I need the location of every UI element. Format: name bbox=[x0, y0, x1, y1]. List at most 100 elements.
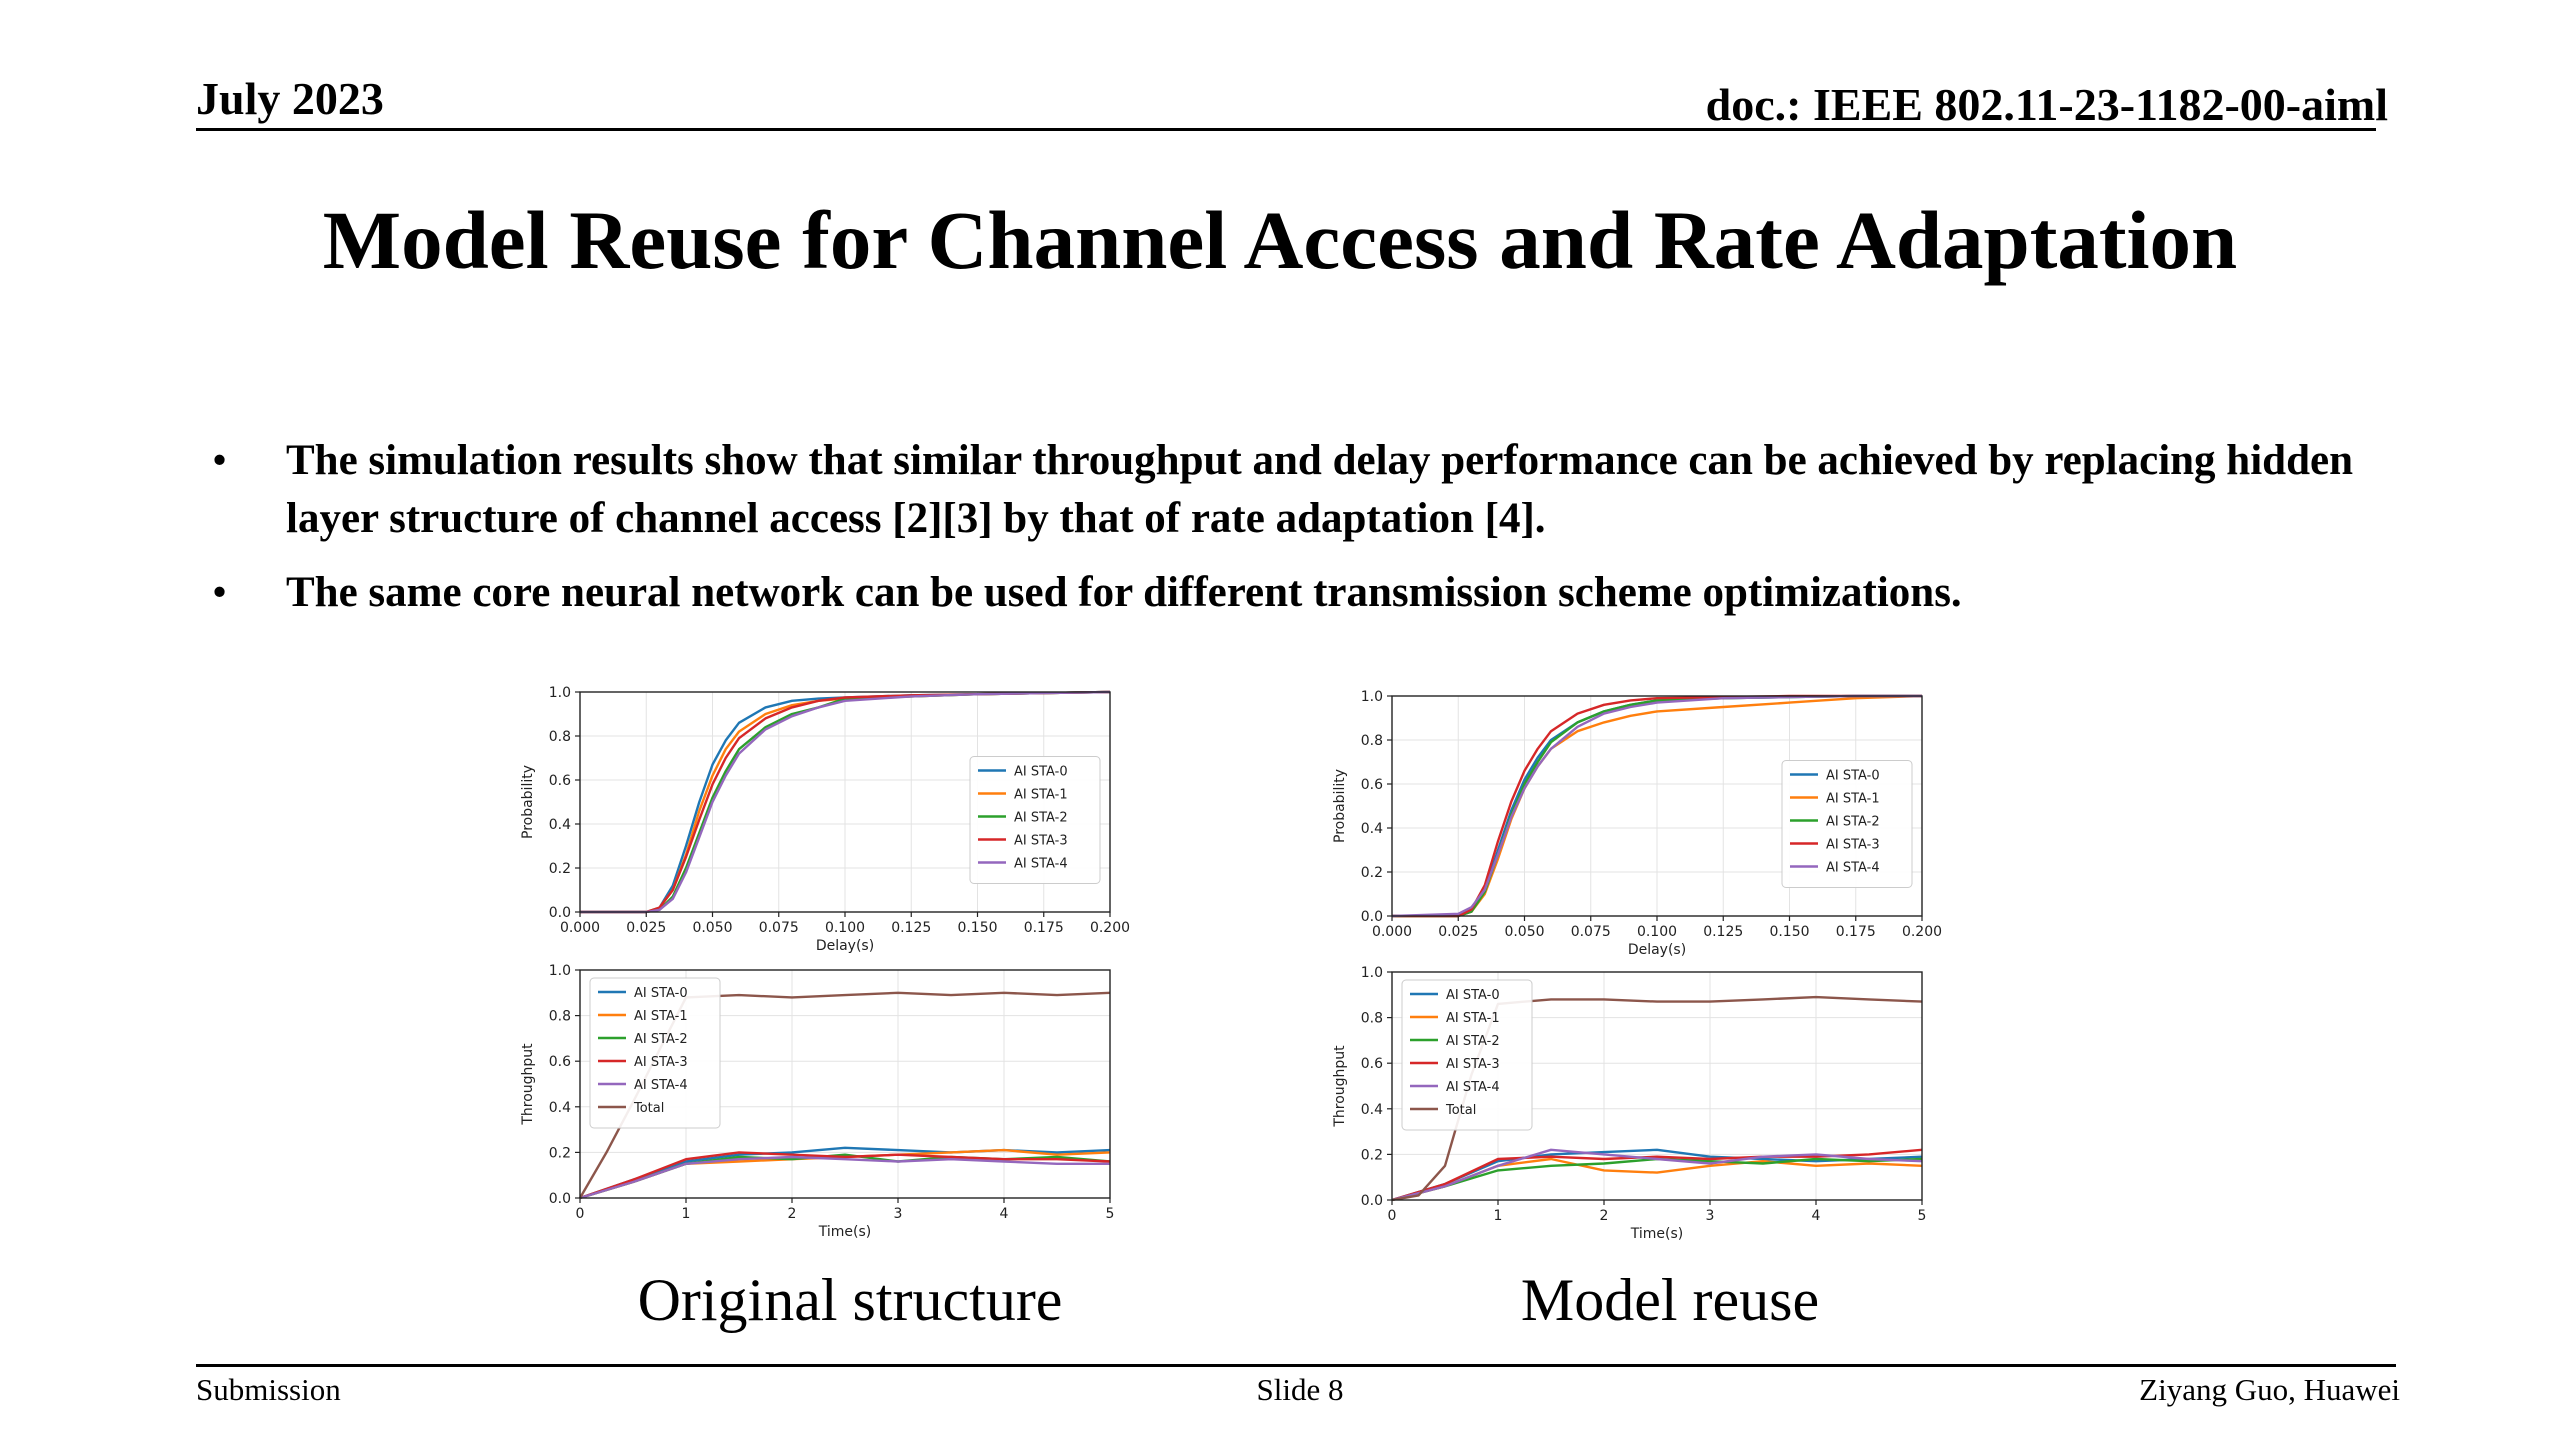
x-tick-label: 0 bbox=[576, 1206, 585, 1222]
x-tick-label: 0.150 bbox=[957, 920, 997, 936]
x-tick-label: 4 bbox=[1000, 1206, 1009, 1222]
series-line-ai-sta-4 bbox=[579, 1155, 1110, 1200]
series-line-ai-sta-4 bbox=[580, 690, 1111, 914]
slide-title: Model Reuse for Channel Access and Rate … bbox=[322, 194, 2238, 286]
y-tick-label: 0.0 bbox=[1361, 1193, 1383, 1209]
y-tick-label: 0.4 bbox=[549, 817, 571, 833]
legend-label-ai-sta-0: AI STA-0 bbox=[634, 986, 688, 1001]
legend-label-ai-sta-1: AI STA-1 bbox=[1826, 792, 1880, 807]
x-tick-label: 0.050 bbox=[1504, 924, 1544, 940]
x-tick-label: 0.000 bbox=[1372, 924, 1412, 940]
x-tick-label: 0.075 bbox=[1571, 924, 1611, 940]
bullet-item: • The simulation results show that simil… bbox=[212, 432, 2372, 548]
legend-label-ai-sta-2: AI STA-2 bbox=[1826, 815, 1880, 830]
y-tick-label: 0.8 bbox=[1361, 733, 1383, 749]
x-tick-label: 5 bbox=[1106, 1206, 1115, 1222]
legend-label-ai-sta-1: AI STA-1 bbox=[634, 1009, 688, 1024]
x-axis-label: Delay(s) bbox=[816, 938, 874, 954]
legend-label-ai-sta-2: AI STA-2 bbox=[1446, 1034, 1500, 1049]
footer-slide-number: Slide 8 bbox=[1256, 1372, 1344, 1407]
x-tick-label: 2 bbox=[1600, 1208, 1609, 1224]
x-tick-label: 0.050 bbox=[692, 920, 732, 936]
x-tick-label: 0.125 bbox=[1703, 924, 1743, 940]
legend-label-ai-sta-0: AI STA-0 bbox=[1446, 988, 1500, 1003]
legend-label-ai-sta-3: AI STA-3 bbox=[1446, 1057, 1500, 1072]
legend-label-ai-sta-3: AI STA-3 bbox=[1014, 834, 1068, 849]
x-axis-label: Delay(s) bbox=[1628, 942, 1686, 958]
y-tick-label: 0.0 bbox=[549, 1191, 571, 1207]
y-tick-label: 0.0 bbox=[549, 905, 571, 921]
y-tick-label: 0.8 bbox=[549, 729, 571, 745]
header-rule bbox=[196, 128, 2376, 131]
cdf-chart-reuse: 0.000 0.025 0.050 0.075 0.100 0.125 0.150 0.175… bbox=[1332, 689, 1942, 958]
x-tick-label: 3 bbox=[1706, 1208, 1715, 1224]
caption-original-structure: Original structure bbox=[637, 1267, 1063, 1333]
x-tick-label: 0.200 bbox=[1090, 920, 1130, 936]
legend-label-ai-sta-3: AI STA-3 bbox=[634, 1055, 688, 1070]
x-tick-label: 0.200 bbox=[1902, 924, 1942, 940]
x-tick-label: 0.075 bbox=[759, 920, 799, 936]
header-doc-id: doc.: IEEE 802.11-23-1182-00-aiml bbox=[1705, 79, 2388, 130]
plot-frame bbox=[1391, 971, 1923, 1201]
y-tick-label: 0.6 bbox=[1361, 1056, 1383, 1072]
legend-label-ai-sta-1: AI STA-1 bbox=[1446, 1011, 1500, 1026]
y-tick-label: 0.4 bbox=[549, 1100, 571, 1116]
header-date: July 2023 bbox=[196, 73, 384, 124]
legend-label-ai-sta-4: AI STA-4 bbox=[634, 1078, 688, 1093]
x-tick-label: 3 bbox=[894, 1206, 903, 1222]
bullet-marker: • bbox=[212, 569, 228, 616]
throughput-chart-original: 0 1 2 3 4 5 0.0 0.2 0.4 0.6 0.8 1.0 Time(s) Throughpu… bbox=[520, 963, 1115, 1240]
x-tick-label: 0.175 bbox=[1836, 924, 1876, 940]
footer-rule bbox=[196, 1364, 2396, 1367]
x-tick-label: 0.025 bbox=[1438, 924, 1478, 940]
y-tick-label: 0.6 bbox=[549, 773, 571, 789]
legend-label-ai-sta-1: AI STA-1 bbox=[1014, 788, 1068, 803]
y-axis-label: Probability bbox=[520, 765, 536, 839]
series-line-ai-sta-4 bbox=[1391, 1148, 1923, 1202]
y-axis-label: Throughput bbox=[1332, 1045, 1348, 1128]
y-tick-label: 0.2 bbox=[1361, 1147, 1383, 1163]
y-tick-label: 0.6 bbox=[549, 1054, 571, 1070]
legend-label-ai-sta-2: AI STA-2 bbox=[634, 1032, 688, 1047]
y-tick-label: 0.8 bbox=[549, 1009, 571, 1025]
legend-box bbox=[1781, 760, 1913, 888]
series-line-ai-sta-3 bbox=[579, 1151, 1111, 1200]
x-tick-label: 0 bbox=[1388, 1208, 1397, 1224]
y-tick-label: 0.4 bbox=[1361, 1102, 1383, 1118]
legend-label-ai-sta-4: AI STA-4 bbox=[1826, 861, 1880, 876]
y-axis-label: Throughput bbox=[520, 1043, 536, 1126]
bullet-item: • The same core neural network can be us… bbox=[212, 564, 2372, 622]
y-tick-label: 0.8 bbox=[1361, 1011, 1383, 1027]
x-axis-label: Time(s) bbox=[1630, 1226, 1683, 1242]
x-tick-label: 0.150 bbox=[1769, 924, 1809, 940]
y-tick-label: 1.0 bbox=[549, 685, 571, 701]
x-tick-label: 0.100 bbox=[825, 920, 865, 936]
y-tick-label: 0.6 bbox=[1361, 777, 1383, 793]
y-tick-label: 0.2 bbox=[1361, 865, 1383, 881]
x-tick-label: 0.125 bbox=[891, 920, 931, 936]
bullet-marker: • bbox=[212, 437, 228, 484]
series-line-ai-sta-4 bbox=[1391, 694, 1922, 918]
x-tick-label: 1 bbox=[1494, 1208, 1503, 1224]
y-tick-label: 1.0 bbox=[1361, 965, 1383, 981]
x-tick-label: 5 bbox=[1918, 1208, 1927, 1224]
x-tick-label: 2 bbox=[788, 1206, 797, 1222]
y-tick-label: 0.2 bbox=[549, 861, 571, 877]
y-tick-label: 0.2 bbox=[549, 1145, 571, 1161]
x-tick-label: 1 bbox=[682, 1206, 691, 1222]
throughput-chart-reuse: 0 1 2 3 4 5 0.0 0.2 0.4 0.6 0.8 1.0 Time(s) Throughpu… bbox=[1332, 965, 1927, 1242]
x-tick-label: 0.175 bbox=[1024, 920, 1064, 936]
cdf-chart-original: 0.000 0.025 0.050 0.075 0.100 0.125 0.150 0.175… bbox=[520, 685, 1130, 954]
footer-submission: Submission bbox=[196, 1372, 341, 1407]
footer-author: Ziyang Guo, Huawei bbox=[2139, 1372, 2400, 1407]
x-axis-label: Time(s) bbox=[818, 1224, 871, 1240]
y-axis-label: Probability bbox=[1332, 769, 1348, 843]
bullet-text: The simulation results show that similar… bbox=[286, 437, 2354, 542]
legend-label-ai-sta-0: AI STA-0 bbox=[1014, 765, 1068, 780]
y-tick-label: 0.0 bbox=[1361, 909, 1383, 925]
y-tick-label: 1.0 bbox=[1361, 689, 1383, 705]
legend-label-total: Total bbox=[1445, 1103, 1476, 1118]
series-line-ai-sta-2 bbox=[579, 1153, 1111, 1200]
series-line-total bbox=[1391, 995, 1923, 1202]
legend-label-total: Total bbox=[633, 1101, 664, 1116]
